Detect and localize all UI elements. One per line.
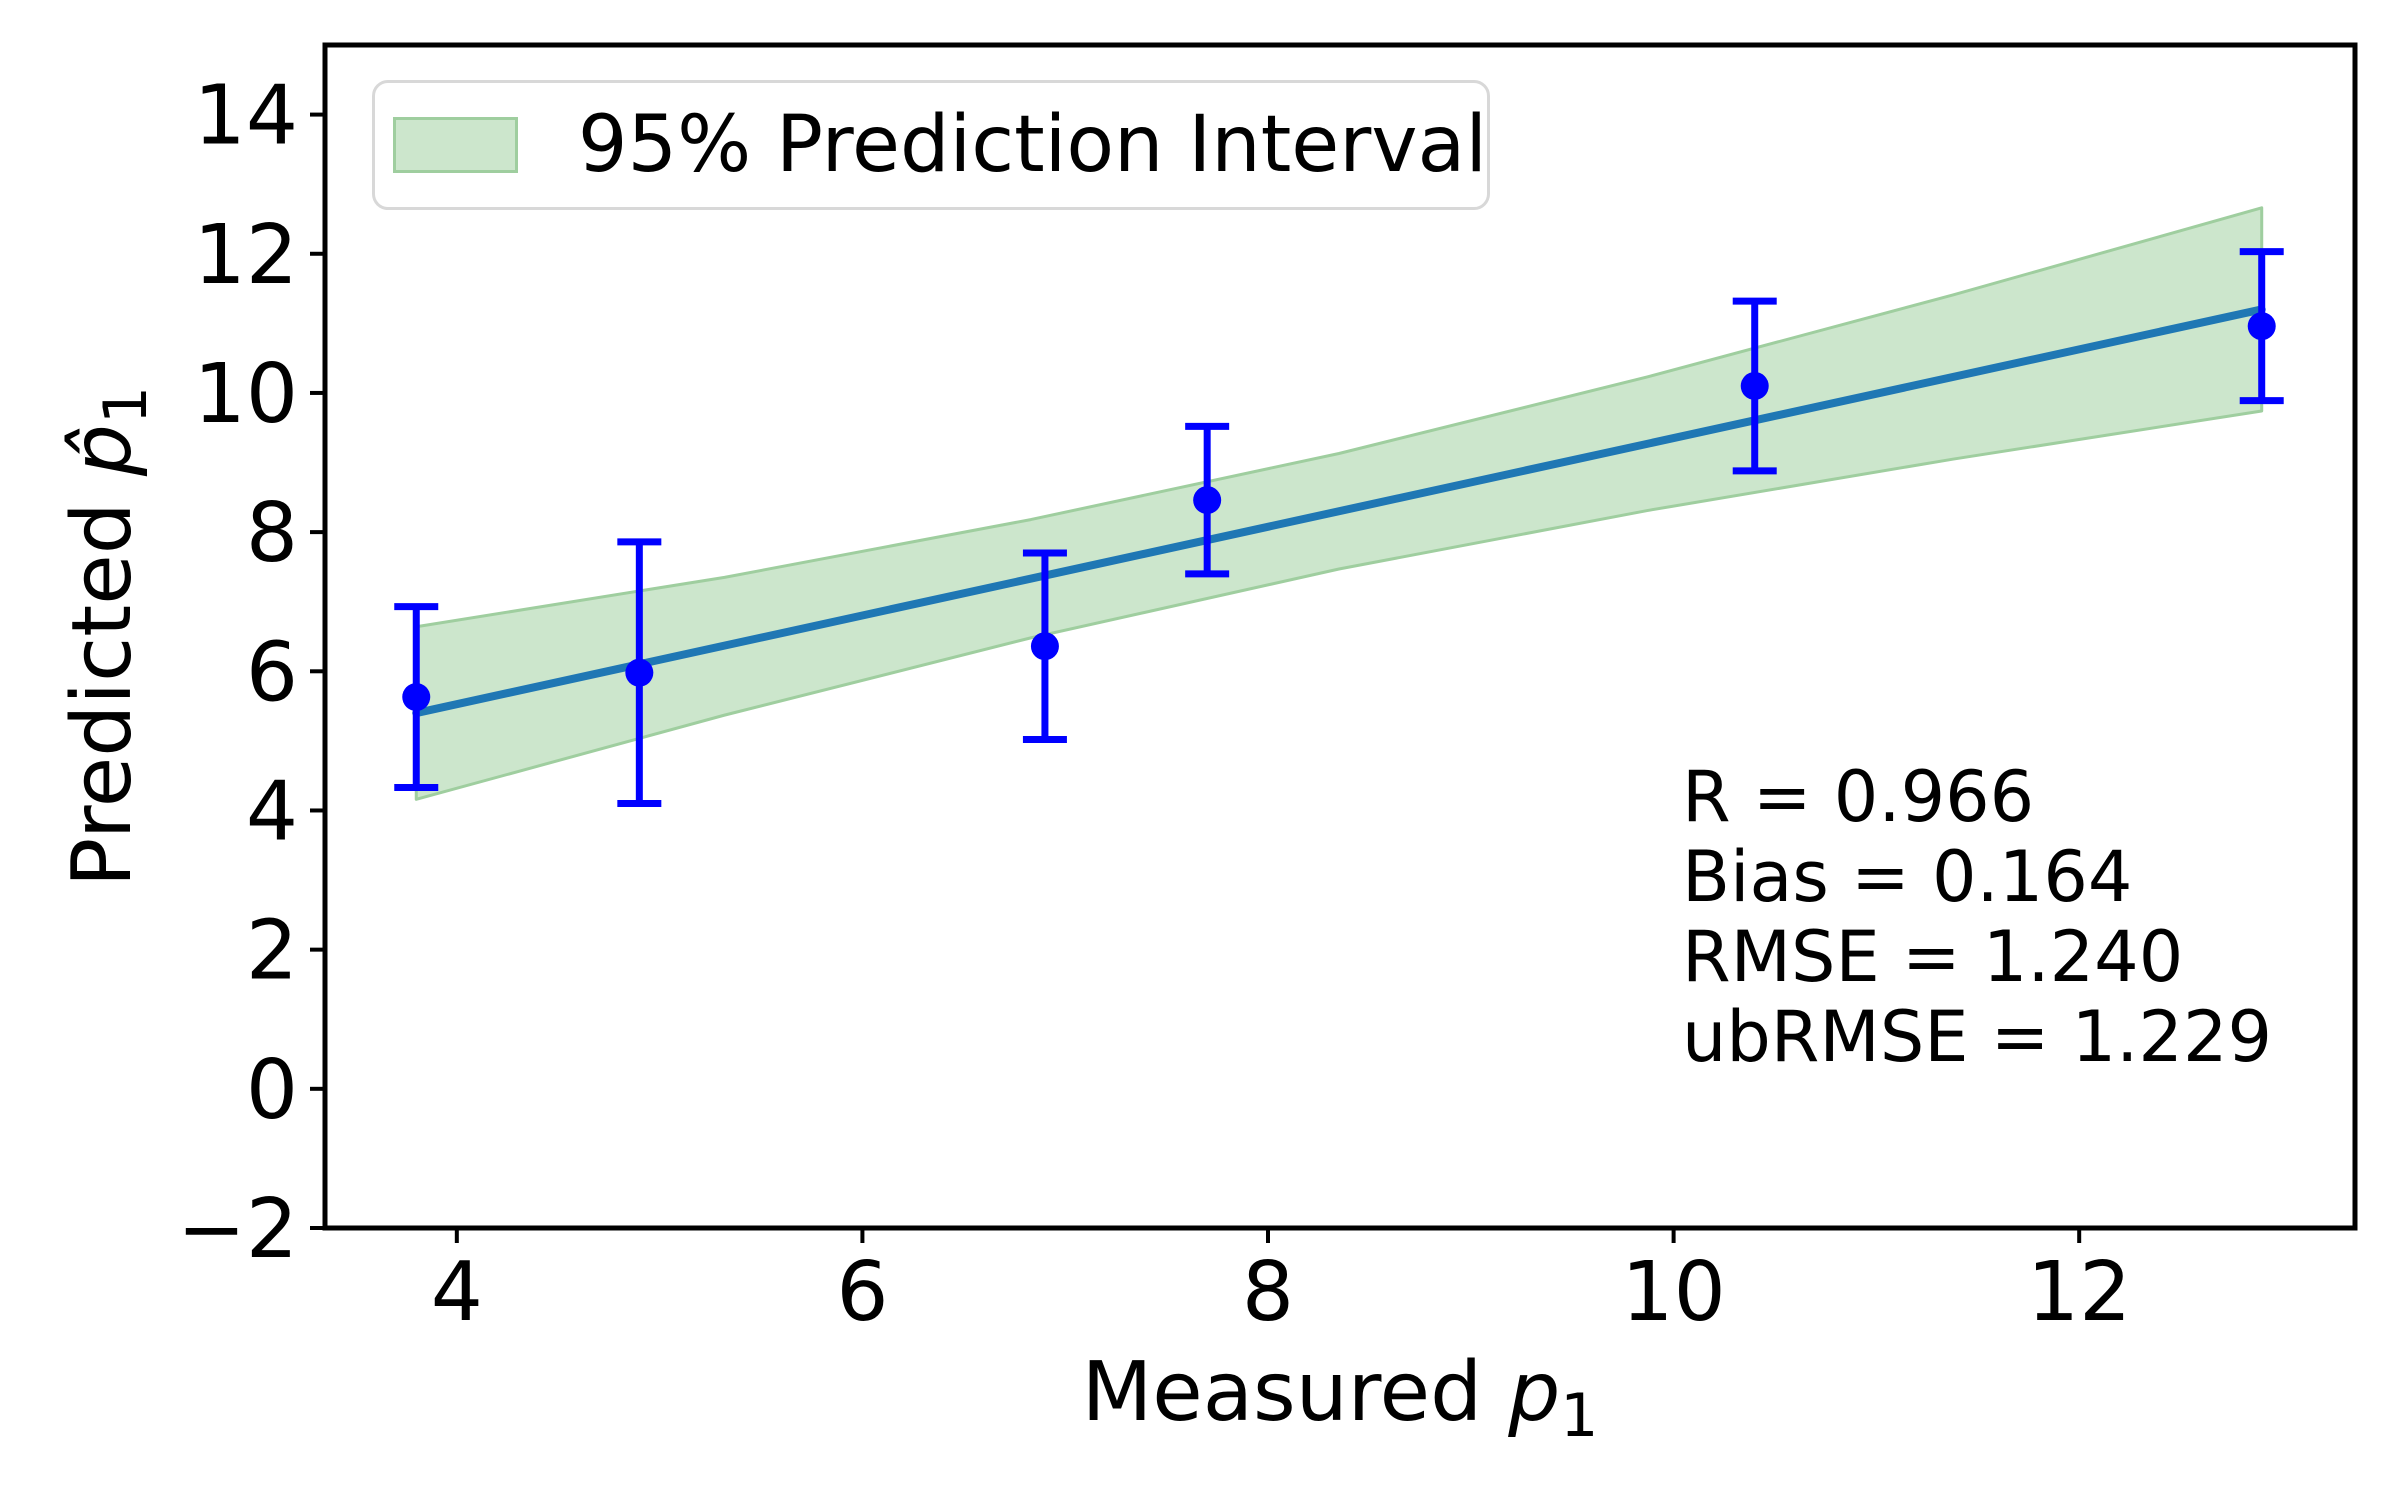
y-tick-label: 14 [194,69,298,164]
stat-bias: Bias = 0.164 [1682,836,2133,918]
y-tick-label: 6 [246,625,298,720]
legend-band-swatch [393,117,518,173]
y-tick-label: −2 [177,1182,298,1277]
stat-ubrmse: ubRMSE = 1.229 [1682,996,2273,1078]
data-point-marker [1193,486,1222,515]
x-tick-label: 12 [2027,1245,2131,1340]
stat-r: R = 0.966 [1682,756,2035,838]
stats-annotation: R = 0.966 Bias = 0.164 RMSE = 1.240 ubRM… [1682,757,2272,1077]
x-tick-label: 4 [431,1245,483,1340]
y-tick-label: 12 [194,208,298,303]
y-axis-label: Predicted p̂1 [55,386,161,887]
legend: 95% Prediction Interval [372,80,1490,210]
y-tick-label: 2 [246,904,298,999]
x-tick-label: 6 [836,1245,888,1340]
data-point-marker [625,658,654,687]
stat-rmse: RMSE = 1.240 [1682,916,2184,998]
fit-line [412,305,2266,718]
legend-label: 95% Prediction Interval [577,100,1487,190]
y-tick-label: 4 [246,764,298,859]
x-axis-label: Measured p1 [1082,1345,1599,1451]
x-tick-label: 10 [1621,1245,1725,1340]
data-point-marker [2247,312,2276,341]
x-tick-label: 8 [1242,1245,1294,1340]
data-point-marker [1030,632,1059,661]
y-tick-label: 8 [246,486,298,581]
y-tick-label: 10 [194,347,298,442]
data-point-marker [402,683,431,712]
y-tick-label: 0 [246,1043,298,1138]
axes-spines [322,42,2358,1231]
prediction-band [414,206,2264,801]
data-point-marker [1740,371,1769,400]
